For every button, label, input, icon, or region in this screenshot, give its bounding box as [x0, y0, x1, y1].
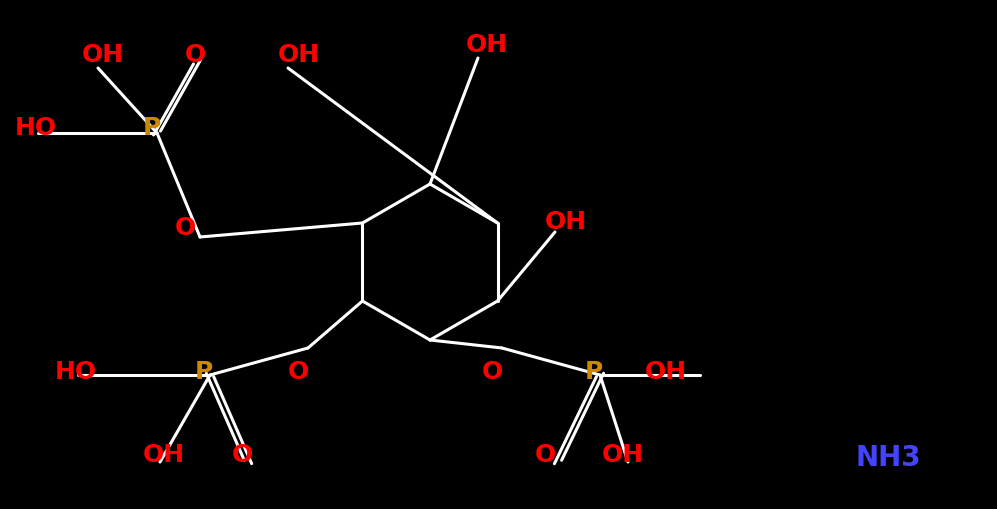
Text: O: O [185, 43, 206, 67]
Text: OH: OH [545, 210, 587, 234]
Text: O: O [288, 360, 309, 384]
Text: P: P [585, 360, 603, 384]
Text: OH: OH [602, 443, 644, 467]
Text: NH3: NH3 [855, 444, 920, 472]
Text: OH: OH [143, 443, 185, 467]
Text: HO: HO [55, 360, 97, 384]
Text: O: O [232, 443, 253, 467]
Text: OH: OH [82, 43, 124, 67]
Text: O: O [175, 216, 196, 240]
Text: P: P [195, 360, 213, 384]
Text: OH: OH [466, 33, 508, 57]
Text: HO: HO [15, 116, 57, 140]
Text: O: O [535, 443, 556, 467]
Text: O: O [482, 360, 503, 384]
Text: OH: OH [278, 43, 320, 67]
Text: P: P [143, 116, 162, 140]
Text: OH: OH [645, 360, 687, 384]
